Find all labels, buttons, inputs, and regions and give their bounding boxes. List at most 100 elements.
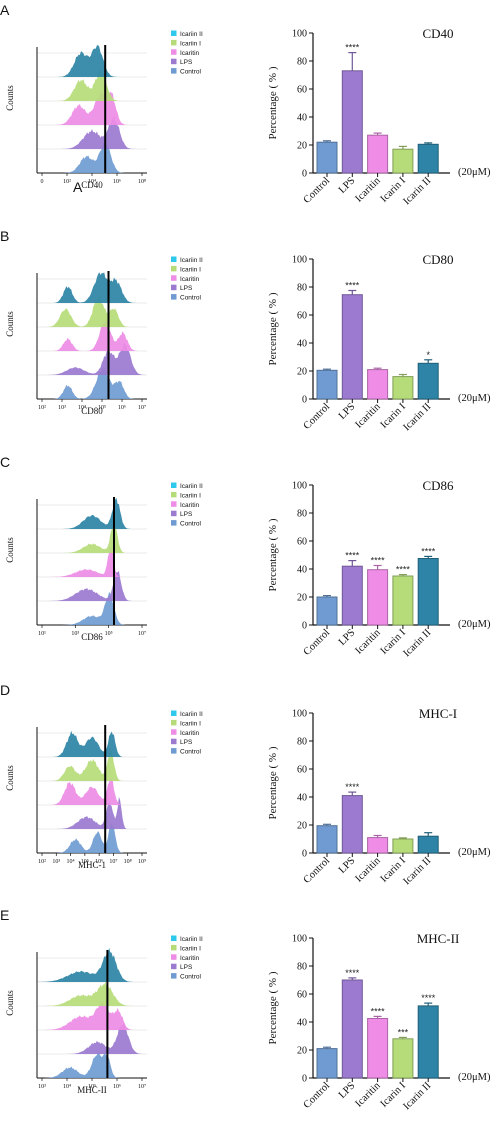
- legend-swatch: [171, 729, 177, 735]
- histogram-icaritin: [37, 90, 147, 125]
- legend-swatch: [171, 58, 177, 65]
- bar-y-tick-label: 0: [302, 849, 307, 860]
- bar: [341, 979, 363, 1079]
- histogram-x-tick-label: 10⁷: [109, 859, 117, 865]
- bar-y-tick-label: 20: [297, 593, 307, 604]
- panel-label: A: [0, 2, 10, 18]
- histogram-x-tick-label: 10⁸: [124, 859, 132, 865]
- panel-label: C: [0, 454, 10, 470]
- legend-swatch: [171, 256, 177, 262]
- bar-category-label: Icaritin: [353, 627, 383, 657]
- histogram-icariin_ii: [37, 730, 147, 757]
- panel-label: B: [0, 228, 9, 244]
- histogram-x-tick-label: 10⁴: [67, 859, 75, 865]
- bar: [367, 134, 389, 174]
- concentration-label: (20μM): [458, 1072, 491, 1083]
- histogram-x-tick-label: 10⁴: [63, 1084, 71, 1090]
- bar-y-tick-label: 20: [297, 821, 307, 832]
- legend-swatch: [171, 738, 177, 745]
- histogram-legend: Icariin II Icariin I Icaritin LPS Control: [171, 710, 203, 756]
- bar-y-tick-label: 80: [297, 283, 307, 294]
- bar: [341, 294, 363, 400]
- bar-y-label: Percentage ( % ): [267, 292, 279, 365]
- legend-label: Control: [180, 295, 202, 302]
- histogram-x-label: CD86: [81, 632, 103, 642]
- significance-label: ****: [421, 993, 436, 1003]
- legend-swatch: [171, 482, 177, 488]
- significance-label: ****: [421, 546, 436, 556]
- bar-category-label: Icaritin: [353, 1080, 383, 1110]
- legend-label: Icariin I: [180, 720, 201, 727]
- histogram-icariin_ii: [37, 272, 147, 303]
- significance-label: ****: [371, 556, 386, 566]
- bar-y-label: Percentage ( % ): [267, 66, 279, 139]
- legend-swatch: [171, 275, 177, 281]
- legend-swatch: [171, 284, 177, 291]
- bar-y-tick-label: 60: [297, 990, 307, 1001]
- bar-category-label: Icarin II: [401, 401, 433, 433]
- bar-category-label: Control: [302, 855, 333, 886]
- bar-y-tick-label: 80: [297, 737, 307, 748]
- legend-label: Icaritin: [180, 730, 200, 737]
- legend-label: LPS: [180, 739, 193, 746]
- bar-y-tick-label: 80: [297, 509, 307, 520]
- legend-label: Icariin II: [180, 31, 203, 38]
- histogram-control: [37, 141, 147, 173]
- panel-label: E: [0, 907, 9, 923]
- histogram-icariin_i: [37, 747, 147, 781]
- histogram-x-tick-label: 10⁵: [81, 859, 89, 865]
- legend-swatch: [171, 501, 177, 507]
- bar-chart-title: CD80: [422, 252, 453, 267]
- histogram-x-tick-label: 10⁵: [88, 1084, 96, 1090]
- histogram-x-tick-label: 10⁶: [113, 1084, 121, 1090]
- histogram-x-label: MHC-1: [78, 860, 106, 870]
- histogram-lps: [37, 115, 147, 149]
- histogram-x-tick-label: 10¹: [38, 631, 46, 637]
- bar-category-label: Icaritin: [353, 401, 383, 431]
- bar-category-label: Control: [302, 175, 333, 206]
- bar-chart-D: 0 20 40 60 80 100 Percentage ( % ) MHC-I Control…: [267, 706, 491, 887]
- histogram-x-tick-label: 10⁵: [98, 405, 106, 411]
- histogram-x-tick-label: 0: [41, 179, 44, 185]
- bar-category-label: Control: [302, 627, 333, 658]
- bar-y-tick-label: 80: [297, 57, 307, 68]
- histogram-x-tick-label: 10⁶: [95, 859, 103, 865]
- histogram-x-tick-label: 10⁶: [113, 179, 121, 185]
- bar: [341, 795, 363, 854]
- histogram-icaritin: [37, 546, 147, 577]
- histogram-control: [37, 367, 147, 399]
- histogram-y-label: Counts: [5, 537, 15, 563]
- legend-label: LPS: [180, 511, 193, 518]
- legend-label: Control: [180, 521, 202, 528]
- legend-label: LPS: [180, 285, 193, 292]
- bar-y-tick-label: 40: [297, 339, 307, 350]
- histogram-icariin_i: [37, 981, 147, 1006]
- bar-y-tick-label: 40: [297, 1018, 307, 1029]
- stray-panel-label: A: [73, 179, 83, 195]
- bar-category-label: LPS: [337, 1080, 358, 1101]
- bar-y-tick-label: 40: [297, 113, 307, 124]
- legend-label: Control: [180, 749, 202, 756]
- legend-label: Icaritin: [180, 50, 200, 57]
- bar-category-label: Icarin II: [401, 175, 433, 207]
- histogram-lps: [37, 570, 147, 601]
- panel-label: D: [0, 682, 10, 698]
- legend-swatch: [171, 39, 177, 46]
- histogram-control: [37, 591, 147, 625]
- bar: [367, 1018, 389, 1079]
- histogram-x-tick-label: 10⁷: [138, 631, 146, 637]
- bar: [392, 575, 414, 626]
- legend-swatch: [171, 491, 177, 498]
- legend-swatch: [171, 294, 177, 300]
- significance-label: ****: [345, 43, 360, 53]
- bar: [392, 376, 414, 400]
- bar-y-tick-label: 80: [297, 962, 307, 973]
- bar-y-tick-label: 60: [297, 765, 307, 776]
- legend-label: Icaritin: [180, 502, 200, 509]
- bar: [316, 1048, 338, 1079]
- histogram-D: 10² 10³ 10⁴ 10⁵ 10⁶ 10⁷ 10⁸ 10⁹ MHC-1 Counts Icari…: [5, 710, 203, 870]
- bar-chart-E: 0 20 40 60 80 100 Percentage ( % ) MHC-II Contro…: [267, 931, 491, 1112]
